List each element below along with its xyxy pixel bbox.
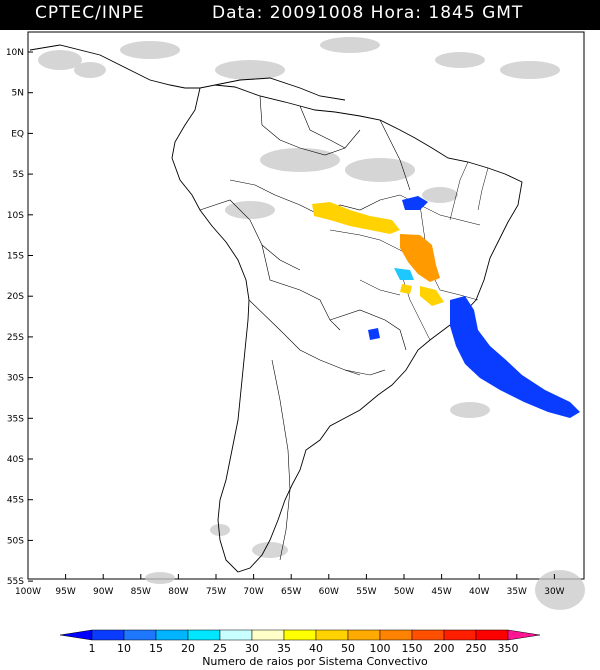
convective-system-yellow-small [400,284,412,294]
lon-label-40w: 40W [469,587,489,597]
colorbar-segment [283,629,317,641]
colorbar-level-50: 50 [341,642,355,655]
lat-label-10s: 10S [7,211,24,221]
lightning-map: 10N5NEQ5S10S15S20S25S30S35S40S45S50S55S … [6,31,585,668]
colorbar-segment [155,629,189,641]
colorbar-level-30: 30 [245,642,259,655]
colorbar-segment [59,629,93,641]
lon-label-45w: 45W [431,587,451,597]
organization-label: CPTEC/INPE [35,3,145,23]
colorbar-level-20: 20 [181,642,195,655]
colorbar-level-350: 350 [498,642,519,655]
lat-label-45s: 45S [7,496,24,506]
lat-label-30s: 30S [7,374,24,384]
timezone-label: GMT [482,3,524,23]
longitude-labels: 100W 95W 90W 85W 80W 75W 70W 65W 60W 55W 50W 45W 40W… [15,574,565,597]
date-label: Data: [212,3,264,23]
convective-systems [312,196,580,418]
lon-label-80w: 80W [168,587,188,597]
date-value: 20091008 [269,3,365,23]
lat-label-35s: 35S [7,414,24,424]
colorbar-level-1: 1 [89,642,96,655]
lat-label-40s: 40S [7,455,24,465]
time-label: Hora: [370,3,422,23]
convective-system-blue-north [402,196,428,210]
convective-system-yellow-central [312,202,400,234]
colorbar-segment [123,629,157,641]
south-america-outline [171,84,523,573]
convective-system-blue-atlantic [450,296,580,418]
lon-label-100w: 100W [15,587,41,597]
lon-label-35w: 35W [507,587,527,597]
lat-label-10n: 10N [6,48,24,58]
colorbar: 1 10 15 20 25 30 35 40 50 100 150 200 250 350 [59,629,541,655]
colorbar-segment [347,629,381,641]
colorbar-level-100: 100 [370,642,391,655]
lon-label-65w: 65W [281,587,301,597]
country-borders [199,95,411,561]
lon-label-70w: 70W [243,587,263,597]
map-frame [27,31,585,580]
coastlines [29,44,523,573]
lon-label-30w: 30W [544,587,564,597]
lat-label-25s: 25S [7,333,24,343]
lon-label-55w: 55W [356,587,376,597]
colorbar-level-250: 250 [466,642,487,655]
cloud-cover [38,37,585,610]
timestamp-label: Data: 20091008 Hora: 1845 GMT [212,3,523,23]
colorbar-segment [91,629,125,641]
colorbar-level-15: 15 [149,642,163,655]
lon-label-75w: 75W [206,587,226,597]
lat-label-5s: 5S [13,170,25,180]
map-header: CPTEC/INPE Data: 20091008 Hora: 1845 GMT [0,0,600,30]
lon-label-90w: 90W [93,587,113,597]
colorbar-segment [475,629,509,641]
lat-label-15s: 15S [7,252,24,262]
colorbar-segment [411,629,445,641]
colorbar-title: Numero de raios por Sistema Convectivo [202,655,428,668]
colorbar-segment [443,629,477,641]
caribbean-coast [214,77,346,101]
colorbar-segment [251,629,285,641]
colorbar-segment [507,629,541,641]
latitude-labels: 10N 5N EQ 5S 10S 15S 20S 25S 30S 35S 40S 45S 50S 55S [6,48,33,587]
colorbar-level-200: 200 [434,642,455,655]
colorbar-level-40: 40 [309,642,323,655]
lat-label-5n: 5N [12,89,24,99]
lat-label-55s: 55S [7,577,24,587]
convective-system-yellow-south [420,286,444,306]
colorbar-segment [187,629,221,641]
lat-label-eq: EQ [11,129,24,139]
lat-label-50s: 50S [7,536,24,546]
colorbar-segment [379,629,413,641]
central-america-outline [29,44,200,89]
lon-label-85w: 85W [131,587,151,597]
lon-label-50w: 50W [394,587,414,597]
time-value: 1845 [428,3,476,23]
convective-system-cyan [394,268,414,280]
colorbar-segment [219,629,253,641]
colorbar-segment [315,629,349,641]
convective-system-blue-south [368,328,380,340]
convective-system-orange-east [400,234,440,282]
colorbar-level-35: 35 [277,642,291,655]
lon-label-60w: 60W [319,587,339,597]
colorbar-level-150: 150 [402,642,423,655]
colorbar-level-25: 25 [213,642,227,655]
lon-label-95w: 95W [55,587,75,597]
lat-label-20s: 20S [7,292,24,302]
colorbar-level-10: 10 [117,642,131,655]
